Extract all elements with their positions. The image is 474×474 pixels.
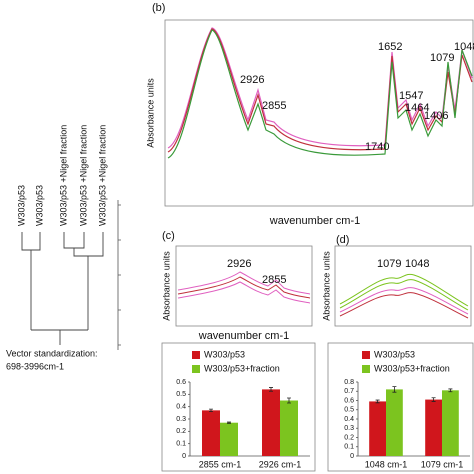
leaf-label: W303/p53 — [34, 185, 44, 226]
y-tick-label: 0.1 — [344, 444, 354, 451]
note: Vector standardization: — [6, 348, 98, 358]
panel-label: (b) — [152, 2, 165, 14]
panel-label: (c) — [162, 230, 175, 242]
plot-frame — [164, 19, 474, 207]
y-tick-label: 0.4 — [344, 416, 354, 423]
spectrum — [167, 29, 473, 159]
panel-label: (d) — [336, 234, 349, 246]
peak-label: 1079 — [430, 52, 454, 64]
bar — [280, 400, 298, 456]
bar — [425, 399, 442, 456]
spectrum — [177, 276, 311, 299]
peak-label: 1048 — [405, 258, 429, 270]
peak-label: 2926 — [227, 258, 251, 270]
error-bar — [269, 387, 273, 392]
legend-swatch — [362, 365, 370, 373]
spectrum — [339, 273, 469, 307]
bar — [220, 422, 238, 456]
y-tick-label: 0.7 — [344, 388, 354, 395]
spectrum — [339, 287, 469, 315]
peak-label: 1048 — [454, 41, 474, 53]
error-bar — [392, 386, 397, 393]
peak-label: 1464 — [405, 102, 429, 114]
y-tick-label: 0.1 — [176, 441, 186, 448]
leaf-label: W303/p53 +Nigel fraction — [97, 125, 107, 226]
spectrum — [339, 292, 469, 319]
chart-frame — [327, 342, 474, 472]
peak-label: 1652 — [378, 41, 402, 53]
y-tick-label: 0.8 — [344, 379, 354, 386]
x-axis-label: wavenumber cm-1 — [269, 215, 360, 227]
bar — [202, 410, 220, 456]
peak-label: 1406 — [424, 110, 448, 122]
error-bar — [287, 397, 291, 404]
spectrum — [177, 271, 311, 295]
y-axis-label: Absorbance units — [145, 78, 155, 148]
chart-frame — [161, 342, 316, 472]
y-axis-label: Absorbance units — [321, 251, 331, 321]
legend-label: W303/p53 — [374, 349, 415, 359]
tree-scale — [117, 200, 121, 350]
y-tick-label: 0.5 — [176, 391, 186, 398]
x-tick-label: 2855 cm-1 — [199, 459, 242, 469]
leaf-label: W303/p53 +Nigel fraction — [78, 125, 88, 226]
panel-c: (c) Absorbance units wavenumber cm-1 292… — [161, 230, 313, 342]
dendrogram: W303/p53 W303/p53 W303/p53 +Nigel fracti… — [6, 125, 121, 371]
peak-label: 1740 — [365, 141, 389, 153]
spectrum — [167, 27, 473, 149]
bar — [262, 389, 280, 456]
y-tick-label: 0.4 — [176, 404, 186, 411]
bar — [442, 390, 459, 456]
leaf-label: W303/p53 +Nigel fraction — [58, 125, 68, 226]
x-tick-label: 2926 cm-1 — [259, 459, 302, 469]
error-bar — [227, 421, 231, 424]
legend-label: W303/p53+fraction — [374, 363, 450, 373]
spectrum — [339, 279, 469, 311]
legend-swatch — [192, 351, 200, 359]
y-tick-label: 0.2 — [344, 434, 354, 441]
x-axis-label: wavenumber cm-1 — [198, 330, 289, 342]
y-tick-label: 0.2 — [176, 428, 186, 435]
y-tick-label: 0 — [182, 453, 186, 460]
note: 698-3996cm-1 — [6, 361, 64, 371]
error-bar — [209, 408, 213, 412]
legend-swatch — [362, 351, 370, 359]
peak-label: 2855 — [262, 100, 286, 112]
error-bar — [448, 388, 453, 393]
y-tick-label: 0.3 — [176, 416, 186, 423]
spectrum — [167, 28, 473, 153]
y-tick-label: 0 — [350, 453, 354, 460]
y-tick-label: 0.3 — [344, 425, 354, 432]
legend-label: W303/p53+fraction — [204, 363, 280, 373]
peak-label: 2926 — [240, 74, 264, 86]
y-tick-label: 0.6 — [344, 397, 354, 404]
x-tick-label: 1048 cm-1 — [365, 459, 408, 469]
bar — [369, 401, 386, 456]
x-tick-label: 1079 cm-1 — [421, 459, 464, 469]
panel-b: (b) Absorbance units wavenumber cm-1 165… — [145, 2, 474, 227]
plot-frame — [175, 245, 313, 327]
y-axis-label: Absorbance units — [161, 251, 171, 321]
spectrum — [177, 281, 311, 304]
plot-frame — [334, 245, 472, 327]
error-bar — [375, 399, 380, 404]
legend-swatch — [192, 365, 200, 373]
y-tick-label: 0.6 — [176, 379, 186, 386]
bar — [386, 389, 403, 456]
panel-d: (d) Absorbance units 1079 1048 — [321, 234, 472, 327]
peak-label: 2855 — [262, 274, 286, 286]
peak-label: 1079 — [377, 258, 401, 270]
error-bar — [431, 397, 436, 402]
tree-branch — [21, 232, 104, 345]
peak-label: 1547 — [399, 90, 423, 102]
legend-label: W303/p53 — [204, 349, 245, 359]
y-tick-label: 0.5 — [344, 407, 354, 414]
leaf-label: W303/p53 — [16, 185, 26, 226]
